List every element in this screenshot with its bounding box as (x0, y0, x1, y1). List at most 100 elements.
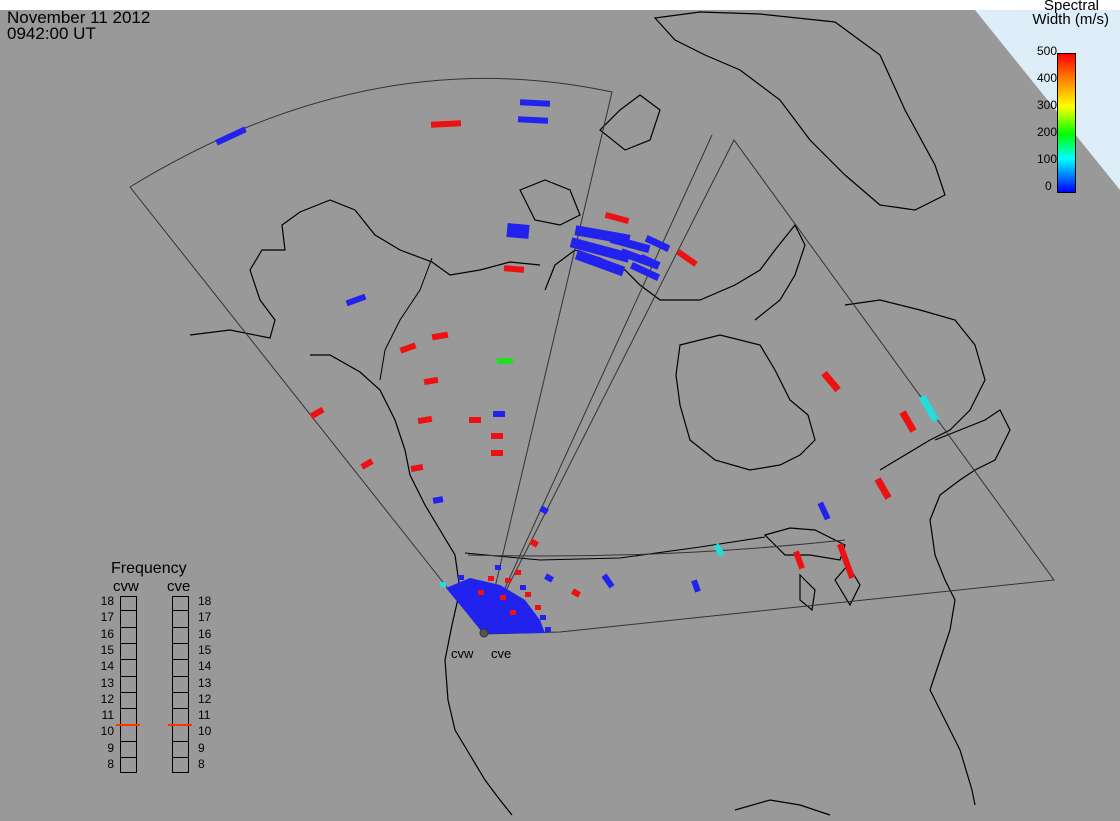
fov-beam-line (483, 134, 713, 635)
echo-cell (410, 464, 424, 472)
echo-cell (676, 249, 698, 267)
echo-cell (525, 592, 531, 597)
frequency-scale-label: 10 (100, 724, 114, 739)
echo-cell (492, 600, 498, 605)
echo-cell (505, 578, 511, 583)
coast-west (189, 199, 541, 816)
echo-cell (491, 450, 503, 456)
radar-site-marker (479, 628, 489, 638)
frequency-tick (172, 626, 188, 628)
frequency-tick (172, 740, 188, 742)
frequency-tick (172, 642, 188, 644)
coast-greenland (653, 11, 946, 211)
echo-cell (574, 249, 626, 277)
frequency-scale-label: 13 (100, 675, 114, 690)
echo-cell (345, 293, 367, 307)
echo-cells (215, 99, 940, 634)
border-alaska (379, 257, 433, 381)
echo-cell (431, 331, 449, 341)
echo-cell (360, 458, 374, 470)
echo-cell (918, 394, 940, 423)
fov-outlines (129, 77, 1055, 635)
frequency-scale-label: 14 (198, 659, 212, 674)
coast-labrador (844, 299, 986, 471)
echo-cell (488, 576, 494, 581)
colorbar-tick: 300 (1037, 98, 1058, 112)
frequency-column (168, 596, 192, 774)
border-canada-us (464, 536, 766, 561)
colorbar-tick: 100 (1037, 152, 1058, 166)
echo-cell (519, 99, 551, 107)
frequency-tick (172, 675, 188, 677)
echo-cell (491, 433, 503, 439)
sky-corner (975, 10, 1120, 190)
echo-cell (529, 538, 539, 548)
time-label: 0942:00 UT (7, 24, 96, 43)
colorbar (1057, 53, 1076, 193)
coast-arctic-islands (519, 94, 806, 321)
frequency-scale-label: 11 (198, 708, 211, 723)
echo-cell (520, 585, 526, 590)
colorbar-title-line2: Width (m/s) (1032, 11, 1109, 28)
echo-cell (215, 126, 247, 146)
echo-cell (639, 254, 661, 269)
frequency-scale-label: 15 (100, 642, 114, 657)
echo-cell (569, 237, 631, 263)
echo-cell (417, 415, 433, 425)
frequency-tick (120, 610, 136, 612)
coast-gulf (734, 799, 831, 816)
frequency-tick (172, 708, 188, 710)
colorbar-tick: 200 (1037, 125, 1058, 139)
frequency-scale-label: 8 (107, 757, 114, 771)
echo-cell (430, 120, 462, 128)
frequency-tick (172, 757, 188, 758)
echo-cell (571, 588, 581, 598)
echo-cell (500, 595, 506, 600)
echo-cell (309, 406, 325, 420)
echo-cell (821, 370, 841, 393)
frequency-scale-label: 12 (100, 691, 114, 706)
echo-cell (432, 496, 444, 504)
echo-cell (609, 234, 651, 254)
frequency-tick (172, 691, 188, 693)
frequency-marker (116, 724, 140, 727)
echo-cell (899, 410, 917, 433)
echo-cell (510, 610, 516, 615)
echo-cell (530, 625, 536, 630)
echo-cell (604, 211, 630, 225)
frequency-scale-label: 16 (100, 626, 114, 641)
frequency-tick (172, 610, 188, 612)
echo-cell (423, 376, 439, 386)
echo-cell (817, 501, 831, 521)
frequency-scale-label: 13 (198, 675, 212, 690)
station-label-cve: cve (491, 646, 512, 661)
echo-cell (713, 543, 725, 557)
frequency-scale-label: 16 (198, 626, 212, 641)
frequency-tick (172, 659, 188, 661)
top-strip (0, 0, 1120, 10)
coast-hudson-bay (675, 334, 816, 471)
frequency-scale-label: 14 (100, 659, 114, 674)
coast-east (929, 409, 1011, 806)
station-label-cvw: cvw (451, 646, 474, 661)
echo-cell (399, 342, 417, 354)
echo-cell (644, 235, 671, 252)
frequency-scale-label: 11 (101, 708, 114, 723)
echo-cell (545, 627, 551, 632)
frequency-tick (120, 757, 136, 758)
echo-cell (601, 573, 615, 589)
echo-cell (469, 417, 481, 423)
frequency-cve-label: cve (167, 578, 191, 595)
borders (379, 257, 766, 561)
colorbar-title-line1: Spectral (1043, 0, 1099, 14)
echo-cell (544, 573, 554, 583)
fov-cvw (129, 77, 613, 635)
echo-cell (539, 505, 549, 515)
frequency-scale-label: 15 (198, 642, 212, 657)
frequency-tick (120, 691, 136, 693)
echo-cell (874, 477, 892, 500)
echo-cell (691, 579, 701, 593)
frequency-scale-label: 18 (198, 594, 212, 608)
